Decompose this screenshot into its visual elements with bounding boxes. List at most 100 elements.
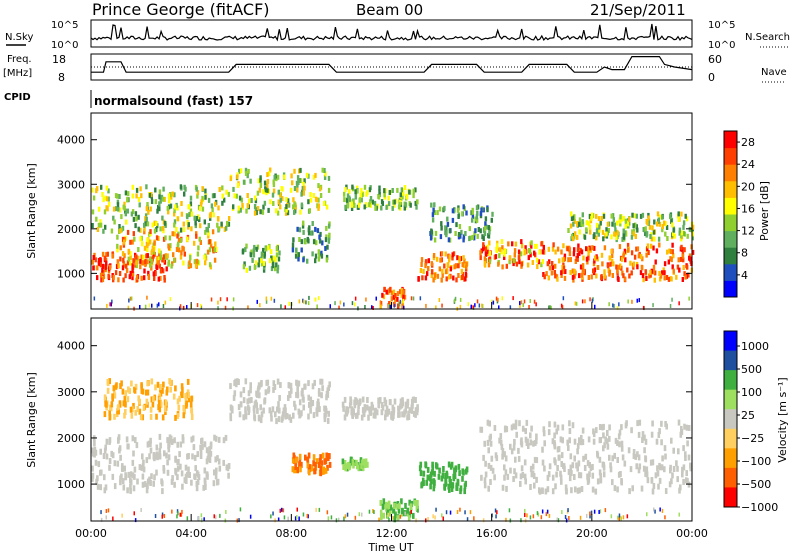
velocity-sample — [501, 484, 505, 491]
power-sample — [241, 202, 244, 208]
power-ground-sample — [636, 298, 638, 303]
velocity-sample — [312, 460, 315, 467]
power-sample — [104, 265, 107, 271]
power-sample — [201, 186, 204, 192]
power-sample — [119, 228, 122, 234]
power-sample — [576, 253, 579, 258]
power-sample — [132, 231, 135, 237]
velocity-sample — [196, 471, 200, 478]
power-sample — [579, 264, 583, 270]
power-sample — [682, 224, 685, 230]
velocity-ground-sample — [270, 514, 272, 519]
power-sample — [590, 215, 593, 221]
velocity-sample — [414, 407, 418, 414]
power-sample — [318, 234, 321, 240]
velocity-ground-sample — [179, 512, 181, 517]
power-sample — [639, 213, 643, 219]
power-sample — [292, 237, 295, 243]
power-sample — [214, 201, 217, 207]
power-sample — [645, 252, 648, 258]
velocity-sample — [608, 435, 611, 442]
velocity-sample — [294, 457, 298, 464]
power-sample — [217, 205, 220, 211]
velocity-sample — [181, 483, 184, 490]
power-sample — [622, 215, 626, 221]
velocity-sample — [189, 401, 193, 408]
velocity-sample — [568, 428, 572, 434]
power-sample — [107, 273, 110, 279]
velocity-sample — [253, 415, 257, 422]
power-sample — [157, 276, 160, 282]
power-sample — [248, 198, 251, 204]
noise-right-ytick-bottom: 10^0 — [708, 40, 735, 51]
velocity-ground-sample — [567, 508, 569, 513]
power-colorbar-swatch — [724, 230, 737, 248]
power-sample — [597, 216, 601, 222]
power-sample — [123, 205, 126, 211]
power-sample — [537, 259, 541, 265]
power-sample — [615, 264, 618, 270]
beam-title: Beam 00 — [356, 1, 423, 19]
velocity-ground-sample — [536, 511, 539, 516]
power-sample — [168, 198, 171, 204]
power-sample — [350, 206, 354, 211]
velocity-colorbar-label: Velocity [m s⁻¹] — [776, 377, 789, 462]
velocity-sample — [579, 472, 583, 479]
velocity-sample — [244, 378, 248, 385]
power-sample — [144, 213, 148, 219]
power-sample — [123, 253, 126, 259]
power-sample — [266, 187, 269, 193]
velocity-sample — [591, 486, 595, 493]
velocity-sample — [159, 400, 162, 407]
velocity-sample — [297, 408, 301, 415]
power-colorbar-label: 8 — [741, 247, 748, 260]
power-sample — [635, 213, 638, 219]
velocity-sample — [645, 471, 649, 478]
power-sample — [573, 247, 576, 253]
power-sample — [610, 234, 613, 240]
velocity-sample — [129, 487, 132, 494]
power-ground-sample — [379, 300, 382, 305]
velocity-sample — [321, 452, 325, 459]
power-sample — [193, 215, 196, 221]
power-sample — [611, 253, 614, 258]
power-sample — [381, 201, 384, 206]
velocity-sample — [519, 473, 523, 480]
velocity-sample — [355, 459, 358, 466]
velocity-sample — [129, 477, 132, 484]
power-sample — [124, 190, 128, 196]
power-sample — [640, 264, 644, 270]
power-sample — [605, 231, 608, 237]
power-sample — [404, 201, 407, 207]
velocity-sample — [358, 465, 361, 472]
velocity-sample — [184, 464, 188, 471]
velocity-sample — [274, 411, 277, 418]
power-sample — [163, 220, 167, 226]
velocity-sample — [687, 425, 691, 431]
power-sample — [314, 258, 317, 264]
velocity-sample — [361, 396, 365, 403]
velocity-sample — [544, 488, 548, 495]
velocity-sample — [202, 484, 205, 491]
velocity-sample — [95, 478, 98, 485]
velocity-sample — [300, 461, 303, 468]
velocity-sample — [373, 407, 377, 414]
power-sample — [226, 220, 229, 226]
power-sample — [311, 221, 314, 226]
velocity-ground-sample — [442, 516, 444, 521]
power-ground-sample — [364, 305, 366, 309]
power-ground-sample — [497, 297, 499, 302]
velocity-sample — [174, 385, 177, 392]
velocity-sample — [418, 465, 422, 472]
velocity-sample — [490, 455, 494, 462]
velocity-sample — [146, 478, 150, 485]
power-ground-sample — [501, 296, 503, 301]
velocity-sample — [461, 475, 464, 482]
velocity-sample — [599, 477, 603, 484]
velocity-sample — [194, 465, 197, 472]
power-sample — [449, 266, 452, 272]
power-sample — [587, 255, 590, 261]
power-sample — [400, 292, 403, 298]
velocity-sample — [574, 486, 577, 493]
velocity-ground-sample — [296, 515, 298, 520]
